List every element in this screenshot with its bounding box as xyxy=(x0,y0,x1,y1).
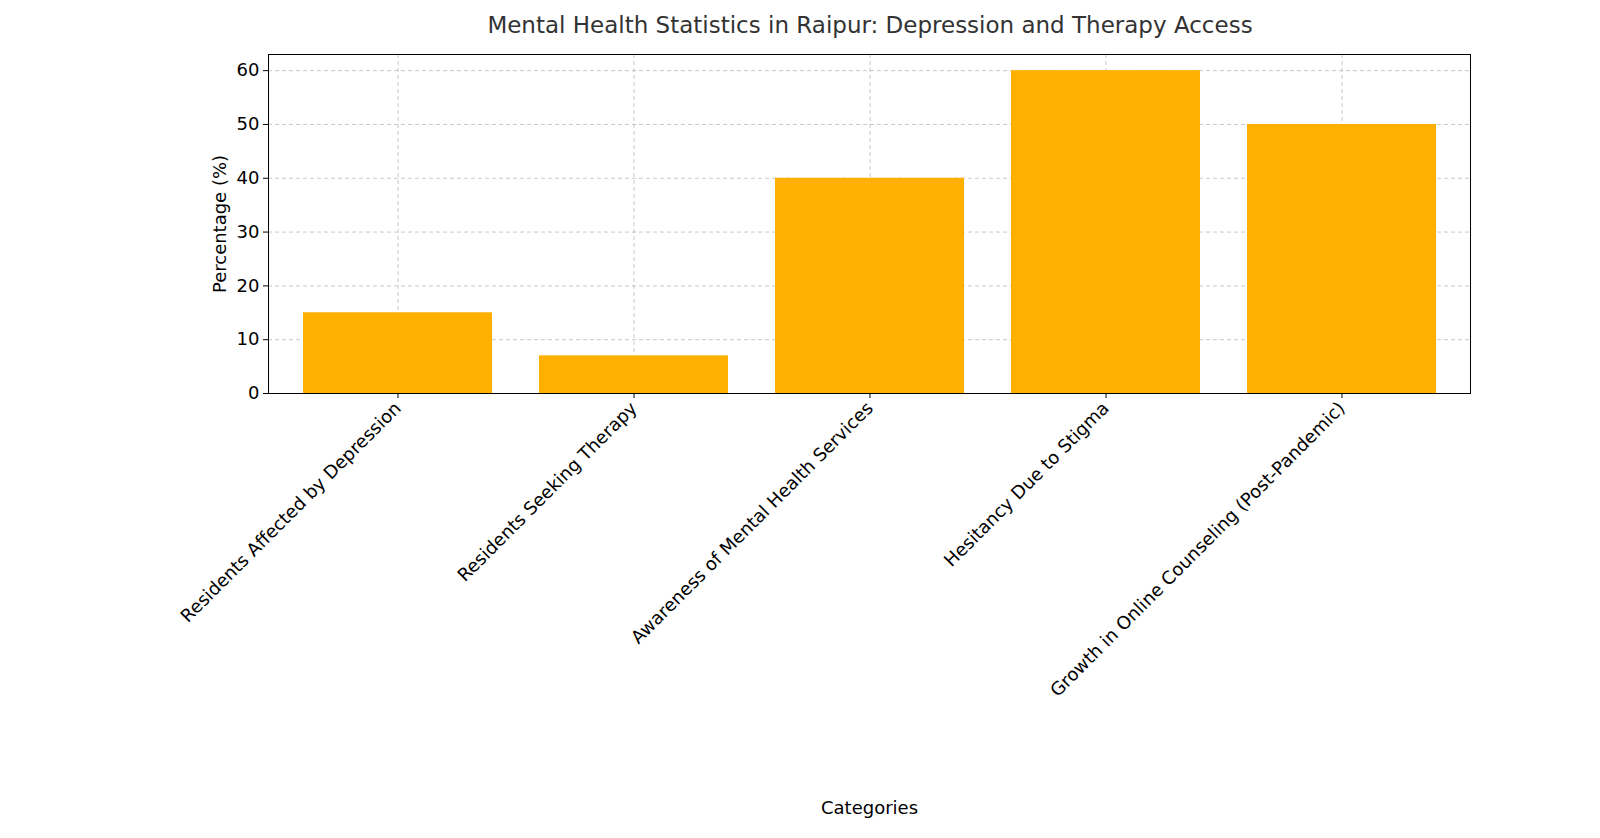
svg-text:Residents Seeking Therapy: Residents Seeking Therapy xyxy=(453,397,641,585)
svg-text:Awareness of Mental Health Ser: Awareness of Mental Health Services xyxy=(627,397,877,647)
svg-text:50: 50 xyxy=(237,113,260,134)
svg-text:Percentage (%): Percentage (%) xyxy=(209,155,230,293)
svg-text:0: 0 xyxy=(248,382,259,403)
html-text:Mental Health Statistics in Ra: Mental Health Statistics in Raipur: Depr… xyxy=(487,12,1253,38)
svg-text:60: 60 xyxy=(237,59,260,80)
svg-text:Hesitancy Due to Stigma: Hesitancy Due to Stigma xyxy=(940,397,1113,570)
svg-text:Residents Affected by Depressi: Residents Affected by Depression xyxy=(176,397,405,626)
svg-text:20: 20 xyxy=(237,275,260,296)
svg-text:Growth in Online Counseling (P: Growth in Online Counseling (Post-Pandem… xyxy=(1046,397,1349,700)
svg-text:10: 10 xyxy=(237,328,260,349)
svg-text:40: 40 xyxy=(237,167,260,188)
svg-text:30: 30 xyxy=(237,221,260,242)
svg-text:Categories: Categories xyxy=(821,797,918,818)
